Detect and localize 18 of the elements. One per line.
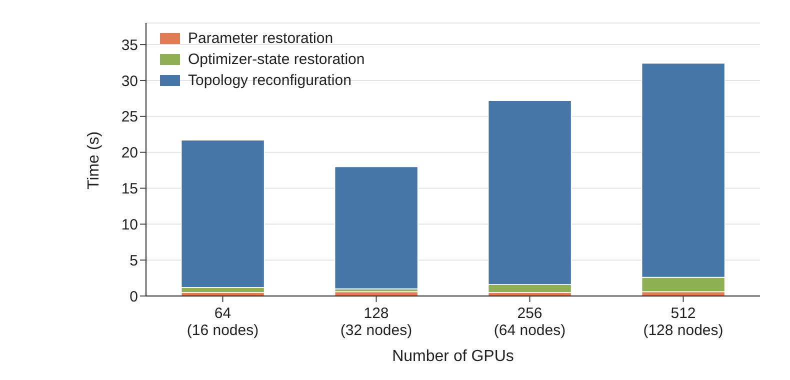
y-tick-label: 10 bbox=[121, 216, 138, 234]
y-tick-label: 30 bbox=[121, 72, 138, 90]
legend-label: Optimizer-state restoration bbox=[188, 51, 365, 68]
y-tick-label: 15 bbox=[121, 180, 138, 198]
y-tick-label: 0 bbox=[130, 288, 138, 306]
y-tick-label: 20 bbox=[121, 144, 138, 162]
y-tick-label: 35 bbox=[121, 36, 138, 54]
x-tick-label: 512 (128 nodes) bbox=[643, 305, 724, 339]
bar bbox=[334, 166, 418, 290]
x-axis-title: Number of GPUs bbox=[392, 348, 514, 365]
y-tick-label: 5 bbox=[130, 252, 138, 270]
legend-label: Parameter restoration bbox=[188, 30, 334, 47]
x-tick-label: 64 (16 nodes) bbox=[186, 305, 259, 339]
x-tick-label: 256 (64 nodes) bbox=[494, 305, 566, 339]
legend-label: Topology reconfiguration bbox=[188, 72, 352, 89]
y-axis-title: Time (s) bbox=[86, 131, 103, 190]
y-tick-label: 25 bbox=[121, 108, 138, 126]
x-tick-label: 128 (32 nodes) bbox=[340, 305, 412, 339]
